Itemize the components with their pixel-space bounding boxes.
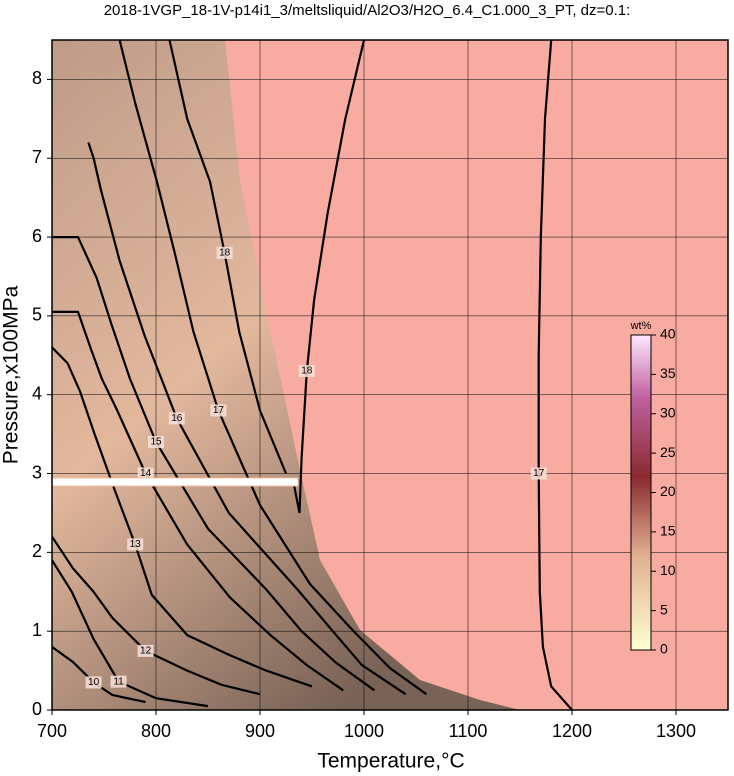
contour-line xyxy=(292,40,366,514)
grid xyxy=(52,40,728,710)
y-tick-label: 8 xyxy=(32,68,42,88)
white-band xyxy=(51,477,299,487)
contour-label-bg xyxy=(210,404,227,417)
contour-label: 10 xyxy=(88,677,100,688)
contour-label: 14 xyxy=(140,468,152,479)
colorbar-tick-label: 35 xyxy=(660,365,676,381)
colorbar-tick-label: 30 xyxy=(660,404,676,420)
colorbar-tick-label: 10 xyxy=(660,562,676,578)
y-tick-label: 7 xyxy=(32,147,42,167)
melt-region xyxy=(52,40,520,710)
colorbar-tick-label: 0 xyxy=(660,641,668,657)
contour-label-bg xyxy=(148,436,164,448)
contour-label: 18 xyxy=(301,366,313,377)
colorbar-tick-label: 15 xyxy=(660,523,676,539)
x-tick-label: 700 xyxy=(37,721,67,741)
colorbar-tick-label: 5 xyxy=(660,601,668,617)
contour-label: 15 xyxy=(150,437,162,448)
contour-label-bg xyxy=(137,644,154,657)
colorbar-label: wt% xyxy=(630,320,652,332)
y-tick-label: 4 xyxy=(32,383,42,403)
y-tick-label: 6 xyxy=(32,226,42,246)
contour-label: 11 xyxy=(113,676,124,687)
contour-label: 17 xyxy=(533,468,545,479)
contour-label-bg xyxy=(137,467,154,480)
contour-label: 16 xyxy=(171,413,183,424)
x-tick-label: 1300 xyxy=(656,721,696,741)
x-tick-label: 1100 xyxy=(449,721,488,741)
colorbar-tick-label: 25 xyxy=(660,444,676,460)
y-tick-label: 2 xyxy=(32,541,42,561)
colorbar-tick-label: 20 xyxy=(660,483,676,499)
x-tick-label: 900 xyxy=(245,721,275,741)
contour-label-bg xyxy=(168,412,185,425)
x-tick-label: 800 xyxy=(141,721,171,741)
y-tick-label: 1 xyxy=(32,620,42,640)
contour-label: 18 xyxy=(219,247,231,258)
x-axis-label: Temperature,°C xyxy=(317,750,464,773)
y-tick-label: 5 xyxy=(32,305,42,325)
plot-frame xyxy=(51,39,729,711)
contour-label-bg xyxy=(110,675,127,688)
colorbar xyxy=(630,334,652,651)
contour-label: 13 xyxy=(130,539,142,550)
y-axis-label: Pressure,x100MPa xyxy=(0,285,23,464)
contours: 17 18 18 17 16 15 14 13 12 11 10 xyxy=(52,40,573,710)
contour-label-bg xyxy=(530,467,547,480)
y-tick-label: 0 xyxy=(32,699,42,719)
contour-line xyxy=(52,535,261,696)
x-tick-label: 1000 xyxy=(344,721,384,741)
contour-label-bg xyxy=(298,365,315,378)
contour-label-bg xyxy=(85,676,102,689)
colorbar-tick-label: 40 xyxy=(660,326,676,342)
contour-line xyxy=(52,559,209,708)
y-tick-label: 3 xyxy=(32,462,42,482)
contour-label-bg xyxy=(127,538,144,551)
contour-label: 17 xyxy=(213,405,225,416)
x-tick-label: 1200 xyxy=(552,721,592,741)
chart-title: 2018-1VGP_18-1V-p14i1_3/meltsliquid/Al2O… xyxy=(104,2,631,19)
contour-label-bg xyxy=(216,246,233,259)
axes: 700 800 900 1000 1100 1200 1300012345678051015… xyxy=(32,68,696,741)
contour-label: 12 xyxy=(140,646,152,657)
